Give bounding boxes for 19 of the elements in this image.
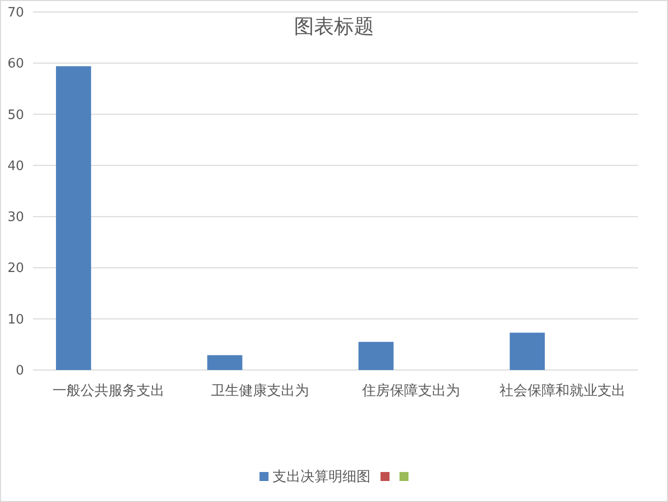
y-tick-label: 30 <box>7 210 24 226</box>
bar <box>358 342 394 370</box>
x-tick-label: 社会保障和就业支出 <box>499 383 626 399</box>
x-tick-label: 一般公共服务支出 <box>52 383 165 399</box>
y-tick-label: 60 <box>7 56 24 72</box>
bar <box>510 332 545 370</box>
y-tick-label: 0 <box>16 364 24 378</box>
x-tick-label: 住房保障支出为 <box>361 383 460 399</box>
chart-title: 图表标题 <box>294 14 374 38</box>
bar <box>207 355 242 370</box>
y-tick-label: 40 <box>7 158 24 174</box>
legend: 支出决算明细图 <box>260 469 408 485</box>
y-tick-label: 10 <box>7 312 24 328</box>
y-tick-label: 20 <box>7 261 24 276</box>
x-tick-label: 卫生健康支出为 <box>210 383 309 399</box>
y-tick-label: 50 <box>7 108 24 123</box>
bar <box>56 66 92 370</box>
legend-label: 支出决算明细图 <box>272 469 370 485</box>
y-tick-label: 70 <box>7 6 24 20</box>
